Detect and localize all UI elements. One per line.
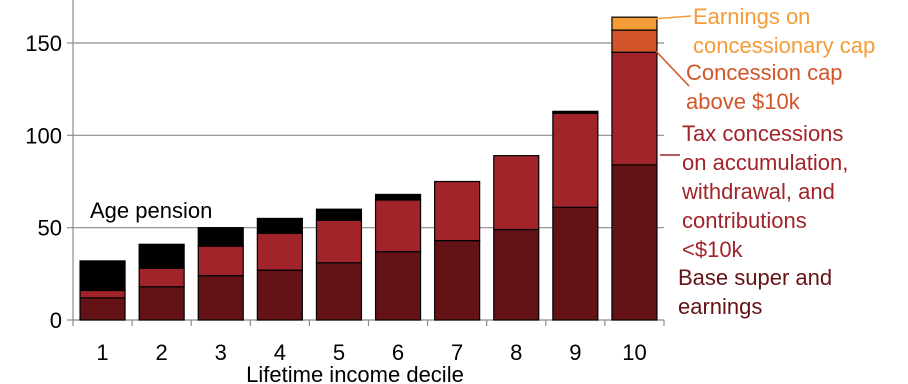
annotation-text: Tax concessions xyxy=(682,121,843,146)
annotation-text: contributions xyxy=(682,208,807,233)
bar-segment xyxy=(374,193,422,201)
annotation-text: Earnings on xyxy=(693,4,810,29)
bar-segment xyxy=(552,206,599,321)
bar-segment xyxy=(79,289,126,299)
annotation-text: concessionary cap xyxy=(693,33,875,58)
bar-segment xyxy=(138,267,185,288)
bar-segment xyxy=(315,219,363,264)
tick-labels: 0 50 100 150 1 2 3 4 5 6 7 8 9 10 xyxy=(25,31,646,365)
bar-segment xyxy=(611,51,658,166)
x-tick-label: 5 xyxy=(333,340,345,365)
bar-segment xyxy=(256,269,303,321)
y-tick-label: 0 xyxy=(50,308,62,333)
bar-segment xyxy=(374,199,422,253)
bar-segment xyxy=(256,217,303,234)
bar-segment xyxy=(493,228,540,321)
annotation-text: on accumulation, xyxy=(682,150,848,175)
x-tick-label: 10 xyxy=(622,340,646,365)
bar-segment xyxy=(138,286,185,321)
annotation-text: Base super and xyxy=(678,265,832,290)
bar-segment xyxy=(197,227,244,247)
annotation-leader-line xyxy=(652,15,692,20)
annotation-text: above $10k xyxy=(686,89,801,114)
x-tick-label: 3 xyxy=(215,340,227,365)
annotation-text: earnings xyxy=(678,294,762,319)
annotation-text: withdrawal, and xyxy=(681,179,835,204)
bar-segment xyxy=(611,29,658,53)
bar-segment xyxy=(256,232,303,271)
y-tick-label: 100 xyxy=(25,123,62,148)
bar-segment xyxy=(434,180,481,242)
x-tick-label: 4 xyxy=(274,340,286,365)
x-tick-label: 9 xyxy=(569,340,581,365)
y-tick-label: 150 xyxy=(25,31,62,56)
bar-segment xyxy=(611,164,658,321)
annotation-leader-line xyxy=(651,46,690,87)
bar-segment xyxy=(552,112,599,208)
x-axis-title: Lifetime income decile xyxy=(246,362,464,384)
bar-segment xyxy=(79,260,126,292)
bar-segment xyxy=(493,155,540,231)
annotation-text: <$10k xyxy=(682,237,744,262)
bar-segment xyxy=(315,208,363,221)
bar-segment xyxy=(434,239,481,321)
bar-segment xyxy=(79,297,126,321)
x-tick-label: 2 xyxy=(156,340,168,365)
bar-segment xyxy=(197,245,244,277)
bar-segment xyxy=(374,251,422,321)
annotation-text: Age pension xyxy=(90,198,212,223)
bar-segment xyxy=(611,16,658,31)
bars xyxy=(79,16,658,321)
annotation-text: Concession cap xyxy=(686,60,843,85)
x-tick-label: 7 xyxy=(451,340,463,365)
x-tick-label: 1 xyxy=(96,340,108,365)
y-tick-label: 50 xyxy=(38,216,62,241)
bar-segment xyxy=(138,243,185,269)
bar-segment xyxy=(197,275,244,321)
x-tick-label: 8 xyxy=(510,340,522,365)
bar-segment xyxy=(315,262,363,321)
x-tick-label: 6 xyxy=(392,340,404,365)
bar-segment xyxy=(552,110,599,114)
